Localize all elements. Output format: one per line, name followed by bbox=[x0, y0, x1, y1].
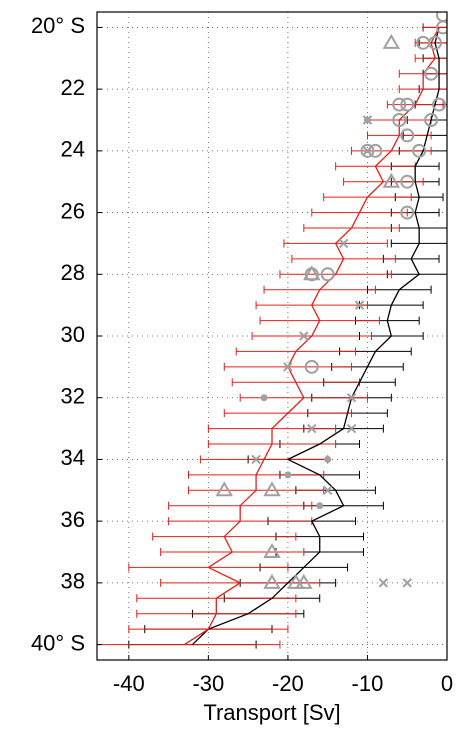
marker-cross bbox=[346, 393, 357, 403]
y-tick-label: 26 bbox=[61, 198, 85, 223]
y-tick-label: 30 bbox=[61, 322, 85, 347]
marker-cross bbox=[299, 331, 309, 341]
marker-cross bbox=[362, 146, 373, 156]
x-tick-label: -40 bbox=[113, 671, 145, 696]
marker-triangle bbox=[215, 481, 234, 497]
marker-triangle bbox=[382, 172, 401, 188]
marker-circle bbox=[320, 267, 335, 282]
x-axis-label: Transport [Sv] bbox=[203, 700, 340, 725]
marker-circle bbox=[416, 35, 431, 50]
y-tick-label: 22 bbox=[61, 75, 85, 100]
y-tick-label: 32 bbox=[61, 384, 85, 409]
marker-triangle bbox=[295, 573, 313, 589]
marker-circle bbox=[400, 174, 415, 189]
labels: -40 -30 -20 -10 0 20° S 22 24 26 28 30 32 34 36 38 40° … bbox=[31, 13, 453, 696]
marks bbox=[97, 12, 447, 649]
marker-cross bbox=[378, 578, 389, 588]
marker-cross bbox=[283, 362, 293, 372]
marker-dot bbox=[260, 394, 268, 402]
series-line bbox=[192, 27, 440, 646]
series-line bbox=[184, 27, 440, 646]
marker-circle bbox=[400, 97, 415, 112]
marker-dot bbox=[363, 116, 371, 124]
marker-circle bbox=[432, 97, 447, 112]
y-tick-label: 36 bbox=[61, 507, 85, 532]
marker-dot bbox=[284, 471, 292, 479]
marker-cross bbox=[322, 485, 333, 495]
marker-triangle bbox=[263, 573, 281, 589]
x-tick-label: 0 bbox=[441, 671, 453, 696]
y-tick-label: 34 bbox=[61, 445, 85, 470]
marker-cross bbox=[338, 238, 349, 249]
y-tick-label: 40° S bbox=[31, 630, 85, 655]
marker-cross bbox=[354, 300, 365, 310]
y-tick-label: 28 bbox=[61, 260, 85, 285]
y-tick-label: 24 bbox=[61, 137, 85, 162]
marker-cross bbox=[307, 423, 317, 434]
marker-dot bbox=[324, 455, 332, 463]
marker-triangle bbox=[263, 543, 281, 558]
marker-circle bbox=[392, 97, 407, 112]
marker-cross bbox=[346, 423, 357, 434]
marker-circle bbox=[392, 113, 407, 127]
marker-triangle bbox=[303, 265, 321, 281]
marker-circle bbox=[400, 128, 415, 143]
error-bar bbox=[422, 23, 447, 32]
marker-circle bbox=[400, 205, 415, 220]
marker-circle bbox=[304, 359, 319, 374]
x-tick-label: -20 bbox=[272, 671, 304, 696]
marker-triangle bbox=[263, 481, 281, 497]
marker-circle bbox=[368, 143, 383, 158]
marker-cross bbox=[251, 454, 261, 465]
marker-circle bbox=[360, 143, 375, 158]
y-tick-label: 38 bbox=[61, 569, 85, 594]
marker-circle bbox=[424, 113, 439, 127]
marker-cross bbox=[402, 578, 412, 588]
marker-circle bbox=[436, 20, 447, 35]
marker-triangle bbox=[382, 33, 401, 49]
x-tick-label: -10 bbox=[352, 671, 384, 696]
x-tick-label: -30 bbox=[192, 671, 224, 696]
marker-dot bbox=[316, 502, 324, 510]
y-tick-label: 20° S bbox=[31, 13, 85, 38]
marker-circle bbox=[424, 66, 439, 81]
marker-circle bbox=[412, 143, 427, 158]
